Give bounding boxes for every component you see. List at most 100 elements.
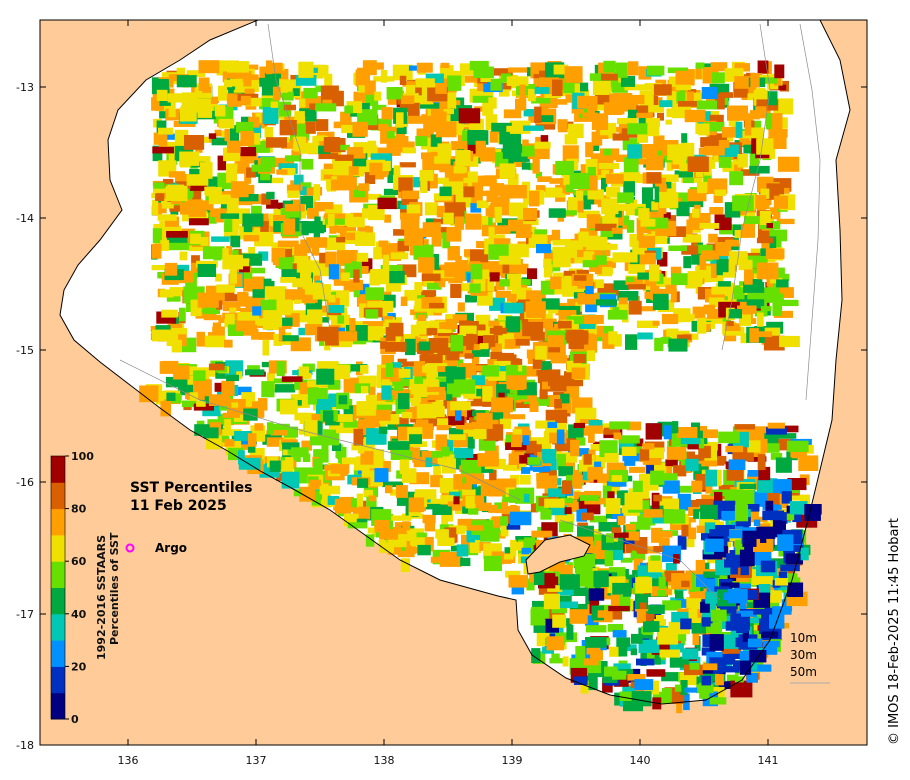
sst-cell: [709, 657, 727, 667]
sst-cell: [308, 413, 326, 424]
sst-cell: [722, 326, 745, 336]
sst-cell: [331, 443, 341, 451]
sst-cell: [648, 604, 665, 614]
sst-cell: [198, 60, 220, 74]
sst-cell: [447, 75, 462, 91]
sst-cell: [197, 264, 217, 277]
sst-cell: [156, 120, 167, 134]
sst-cell: [600, 261, 616, 269]
sst-cell: [469, 283, 481, 293]
sst-cell: [486, 280, 495, 292]
sst-cell: [781, 491, 792, 504]
sst-cell: [246, 167, 256, 178]
x-tick-label: 141: [758, 754, 779, 767]
sst-cell: [653, 494, 662, 502]
sst-cell: [273, 221, 288, 232]
sst-cell: [397, 358, 407, 364]
sst-cell: [611, 82, 628, 93]
sst-cell: [749, 563, 756, 579]
sst-cell: [262, 107, 279, 124]
sst-cell: [412, 447, 421, 463]
sst-cell: [534, 345, 547, 360]
sst-cell: [554, 399, 562, 409]
sst-cell: [387, 441, 410, 450]
sst-cell: [532, 397, 550, 406]
sst-cell: [261, 381, 275, 398]
sst-cell: [362, 208, 377, 219]
sst-cell: [503, 302, 524, 314]
sst-cell: [238, 450, 245, 465]
sst-cell: [675, 587, 684, 599]
sst-cell: [441, 486, 450, 500]
sst-cell: [591, 113, 609, 130]
sst-cell: [503, 414, 526, 420]
sst-cell: [671, 273, 693, 286]
sst-cell: [427, 118, 439, 133]
sst-cell: [386, 131, 395, 139]
sst-cell: [492, 390, 500, 401]
sst-cell: [173, 365, 190, 380]
sst-cell: [643, 572, 662, 579]
sst-cell: [465, 495, 475, 509]
sst-cell: [598, 163, 620, 169]
sst-cell: [559, 452, 578, 463]
sst-cell: [330, 464, 350, 474]
sst-cell: [740, 564, 749, 576]
sst-cell: [260, 167, 271, 181]
sst-cell: [526, 578, 535, 591]
sst-cell: [389, 200, 407, 209]
sst-cell: [357, 109, 378, 126]
sst-cell: [618, 252, 638, 263]
sst-cell: [746, 299, 765, 309]
sst-cell: [535, 171, 543, 179]
sst-cell: [757, 60, 769, 74]
sst-cell: [737, 301, 748, 308]
sst-cell: [269, 460, 281, 472]
sst-cell: [401, 95, 415, 105]
sst-cell: [443, 109, 454, 115]
sst-cell: [277, 240, 299, 248]
sst-cell: [648, 105, 664, 113]
sst-cell: [536, 370, 554, 376]
sst-cell: [215, 273, 222, 282]
sst-cell: [619, 594, 631, 612]
sst-cell: [612, 133, 630, 141]
sst-cell: [724, 335, 737, 342]
sst-cell: [743, 144, 758, 154]
sst-cell: [711, 286, 731, 295]
sst-cell: [439, 165, 452, 173]
sst-cell: [260, 156, 276, 168]
sst-cell: [573, 82, 589, 92]
sst-cell: [627, 61, 639, 76]
sst-cell: [756, 138, 774, 155]
sst-cell: [495, 290, 512, 298]
sst-cell: [499, 279, 510, 287]
sst-cell: [188, 366, 197, 375]
sst-cell: [437, 366, 446, 372]
sst-cell: [603, 427, 620, 435]
sst-cell: [692, 306, 706, 319]
sst-cell: [528, 163, 537, 171]
sst-cell: [595, 104, 606, 111]
sst-cell: [506, 293, 517, 308]
sst-cell: [166, 231, 188, 238]
sst-cell: [499, 89, 510, 97]
sst-cell: [597, 473, 614, 484]
sst-cell: [582, 314, 604, 324]
sst-cell: [713, 663, 723, 674]
sst-cell: [435, 83, 447, 94]
sst-cell: [364, 326, 384, 341]
sst-cell: [610, 591, 620, 608]
sst-cell: [773, 267, 785, 282]
sst-cell: [705, 538, 724, 552]
sst-cell: [479, 343, 489, 350]
sst-cell: [695, 62, 705, 69]
sst-cell: [740, 490, 755, 507]
sst-cell: [752, 331, 773, 338]
sst-cell: [618, 435, 640, 444]
sst-cell: [718, 281, 731, 287]
y-tick-label: -17: [16, 608, 34, 621]
sst-cell: [247, 433, 257, 447]
sst-cell: [505, 316, 521, 333]
sst-cell: [184, 135, 205, 150]
